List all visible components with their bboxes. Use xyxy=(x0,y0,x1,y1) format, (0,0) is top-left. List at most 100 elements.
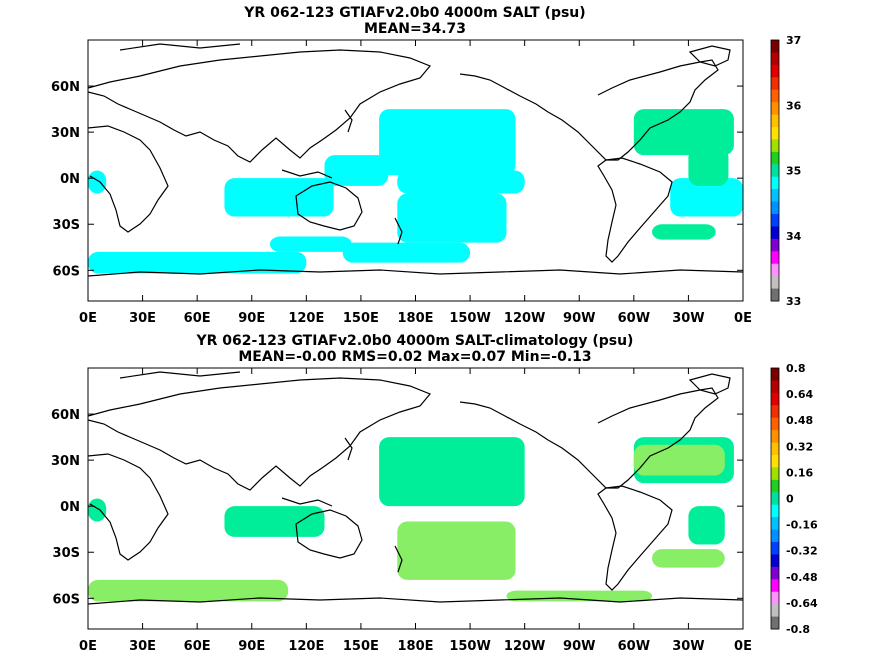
top-colorbar-swatch xyxy=(771,201,779,215)
top-field-region xyxy=(342,242,471,263)
bottom-field-region xyxy=(652,549,725,568)
top-colorbar-swatch xyxy=(771,263,779,277)
top-colorbar-swatch xyxy=(771,214,779,227)
top-colorbar-label: 35 xyxy=(786,165,801,178)
bottom-colorbar-swatch xyxy=(771,579,779,593)
top-colorbar-label: 36 xyxy=(786,99,802,112)
top-colorbar-swatch xyxy=(771,89,779,103)
top-colorbar-swatch xyxy=(771,288,779,302)
bottom-colorbar-label: 0.32 xyxy=(786,440,813,453)
bottom-colorbar-swatch xyxy=(771,504,779,518)
top-x-tick-label: 180E xyxy=(397,311,433,326)
bottom-x-tick-label: 60W xyxy=(618,639,650,654)
bottom-colorbar-label: 0.16 xyxy=(786,466,813,479)
top-colorbar-label: 37 xyxy=(786,34,801,47)
top-title: YR 062-123 GTIAFv2.0b0 4000m SALT (psu) xyxy=(243,5,585,21)
bottom-colorbar-swatch xyxy=(771,492,779,506)
bottom-colorbar-swatch xyxy=(771,604,779,618)
bottom-coastlines xyxy=(88,371,743,605)
bottom-colorbar-swatch xyxy=(771,554,779,568)
bottom-x-tick-label: 90W xyxy=(563,639,595,654)
bottom-colorbar-label: 0.48 xyxy=(786,414,813,427)
bottom-y-tick-label: 60S xyxy=(53,592,80,607)
top-field-region xyxy=(633,109,734,156)
bottom-colorbar-swatch xyxy=(771,566,779,580)
top-colorbar-swatch xyxy=(771,189,779,203)
bottom-colorbar-swatch xyxy=(771,392,779,406)
bottom-x-tick-label: 180E xyxy=(397,639,433,654)
top-colorbar: 37 36 35 34 33 xyxy=(770,34,802,308)
top-colorbar-swatch xyxy=(771,52,779,66)
bottom-field-region xyxy=(688,506,725,545)
bottom-colorbar-swatch xyxy=(771,467,779,481)
top-x-tick-label: 30E xyxy=(129,311,156,326)
bottom-colorbar-swatch xyxy=(771,417,779,431)
top-x-tick-label: 0E xyxy=(734,311,752,326)
top-y-tick-label: 0N xyxy=(60,172,80,187)
bottom-anomaly-field xyxy=(88,437,734,602)
top-salinity-field xyxy=(88,109,743,274)
bottom-colorbar-label: -0.48 xyxy=(786,571,818,584)
top-colorbar-label: 34 xyxy=(786,230,802,243)
bottom-x-tick-label: 90E xyxy=(238,639,265,654)
top-y-tick-label: 30N xyxy=(51,126,80,141)
bottom-x-tick-label: 30E xyxy=(129,639,156,654)
top-x-tick-label: 120E xyxy=(288,311,324,326)
bottom-colorbar-frame xyxy=(770,367,780,630)
top-colorbar-swatch xyxy=(771,64,779,78)
bottom-y-tick-label: 60N xyxy=(51,408,80,423)
top-colorbar-swatch xyxy=(771,114,779,128)
top-x-tick-label: 30W xyxy=(672,311,704,326)
bottom-x-tick-label: 0E xyxy=(734,639,752,654)
top-panel: YR 062-123 GTIAFv2.0b0 4000m SALT (psu) … xyxy=(51,5,802,326)
top-y-tick-label: 30S xyxy=(53,218,80,233)
bottom-colorbar-swatch xyxy=(771,542,779,555)
bottom-field-region xyxy=(397,521,516,580)
top-colorbar-swatch xyxy=(771,276,779,290)
bottom-colorbar-label: -0.64 xyxy=(786,597,818,610)
top-field-region xyxy=(397,170,525,194)
bottom-colorbar-swatch xyxy=(771,529,779,543)
top-field-region xyxy=(688,147,729,186)
top-field-region xyxy=(224,178,334,217)
top-colorbar-swatch xyxy=(771,251,779,265)
bottom-y-tick-label: 0N xyxy=(60,500,80,515)
bottom-colorbar-swatch xyxy=(771,380,779,394)
bottom-colorbar-swatch xyxy=(771,591,779,605)
top-colorbar-swatch xyxy=(771,102,779,116)
top-x-axis: 0E 30E 60E 90E 120E 150E 180E 150W 120W 90W 60W 30W… xyxy=(79,40,752,326)
top-field-region xyxy=(652,224,716,240)
bottom-x-tick-label: 0E xyxy=(79,639,97,654)
top-x-tick-label: 90W xyxy=(563,311,595,326)
bottom-colorbar-label: -0.16 xyxy=(786,519,818,532)
bottom-y-axis: 60N 30N 0N 30S 60S xyxy=(51,408,743,607)
top-colorbar-frame xyxy=(770,39,780,302)
bottom-panel: YR 062-123 GTIAFv2.0b0 4000m SALT-climat… xyxy=(51,333,818,654)
bottom-x-tick-label: 60E xyxy=(184,639,211,654)
top-field-region xyxy=(88,251,307,274)
bottom-subtitle: MEAN=-0.00 RMS=0.02 Max=0.07 Min=-0.13 xyxy=(238,349,591,365)
bottom-colorbar-label: 0.64 xyxy=(786,388,813,401)
bottom-x-tick-label: 150E xyxy=(343,639,379,654)
bottom-x-tick-label: 120E xyxy=(288,639,324,654)
bottom-field-region xyxy=(88,579,289,602)
bottom-colorbar-swatch xyxy=(771,479,779,493)
top-x-tick-label: 60W xyxy=(618,311,650,326)
bottom-field-region xyxy=(633,444,725,476)
bottom-x-tick-label: 30W xyxy=(672,639,704,654)
bottom-colorbar-label: 0.8 xyxy=(786,362,806,375)
bottom-field-region xyxy=(379,437,525,507)
top-colorbar-swatch xyxy=(771,127,779,140)
top-field-region xyxy=(324,155,389,186)
top-y-axis: 60N 30N 0N 30S 60S xyxy=(51,80,743,279)
top-field-region xyxy=(269,236,352,252)
bottom-colorbar-swatch xyxy=(771,430,779,444)
top-field-region xyxy=(379,109,516,176)
top-x-tick-label: 0E xyxy=(79,311,97,326)
top-colorbar-swatch xyxy=(771,40,779,53)
top-x-tick-label: 150W xyxy=(449,311,490,326)
top-field-region xyxy=(88,170,107,194)
top-coastlines xyxy=(88,43,743,277)
top-colorbar-swatch xyxy=(771,176,779,190)
